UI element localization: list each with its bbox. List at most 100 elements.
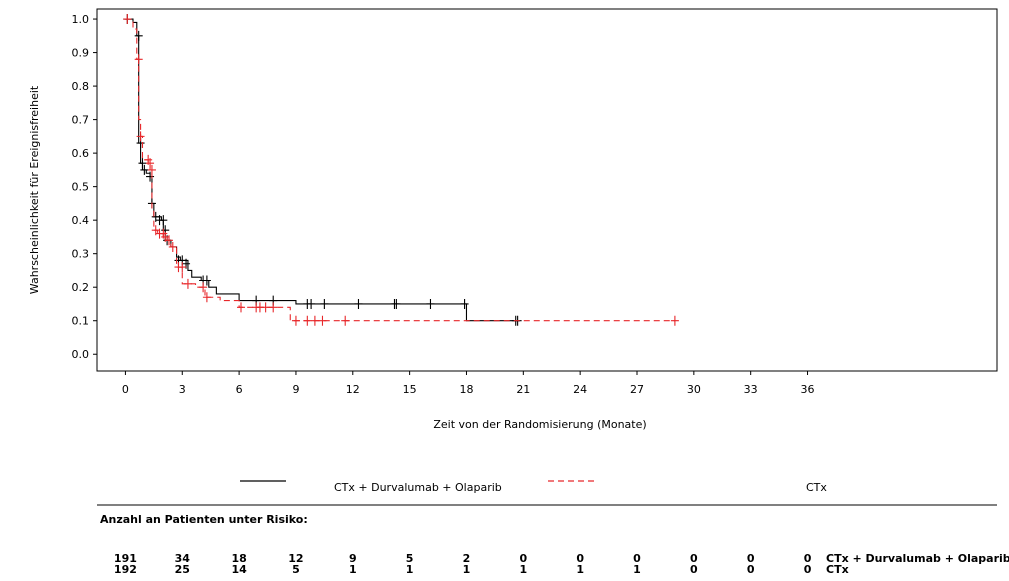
at-risk-row-label: CTx — [826, 563, 849, 576]
at-risk-count: 192 — [114, 563, 137, 576]
y-tick-label: 1.0 — [72, 13, 90, 26]
at-risk-count: 1 — [406, 563, 414, 576]
series-1-step-line — [125, 18, 520, 322]
censor-mark — [146, 158, 155, 169]
at-risk-count: 1 — [349, 563, 357, 576]
at-risk-count: 0 — [747, 552, 755, 565]
censor-mark — [310, 315, 319, 326]
at-risk-count: 1 — [519, 563, 527, 576]
censor-mark — [178, 262, 187, 273]
y-axis: 0.0 0.1 0.2 0.3 0.4 0.5 0.6 0.7 0.8 0.9 1.0 — [72, 13, 97, 361]
censor-mark — [460, 298, 469, 309]
x-tick-label: 15 — [403, 383, 417, 396]
censor-mark — [123, 14, 132, 25]
at-risk-count: 191 — [114, 552, 137, 565]
at-risk-count: 5 — [292, 563, 300, 576]
legend-label-series-2: CTx — [806, 481, 827, 494]
at-risk-count: 0 — [633, 552, 641, 565]
x-axis: 0 3 6 9 12 15 18 21 24 27 30 33 36 — [122, 371, 815, 396]
y-tick-label: 0.0 — [72, 348, 90, 361]
x-tick-label: 30 — [687, 383, 701, 396]
plot-frame — [96, 8, 998, 372]
at-risk-count: 34 — [175, 552, 191, 565]
x-axis-title: Zeit von der Randomisierung (Monate) — [433, 418, 646, 431]
at-risk-count: 12 — [288, 552, 303, 565]
censor-mark — [261, 302, 270, 313]
censor-mark — [134, 54, 143, 65]
censor-mark — [269, 302, 278, 313]
censor-mark — [168, 241, 177, 252]
censor-mark — [136, 131, 145, 142]
at-risk-count: 0 — [690, 552, 698, 565]
at-risk-count: 0 — [690, 563, 698, 576]
legend: CTx + Durvalumab + Olaparib CTx — [240, 480, 827, 494]
censor-mark — [291, 315, 300, 326]
censor-mark — [183, 278, 192, 289]
censor-mark — [146, 171, 155, 182]
y-tick-label: 0.4 — [72, 214, 90, 227]
at-risk-count: 0 — [804, 563, 812, 576]
at-risk-count: 0 — [576, 552, 584, 565]
x-tick-label: 24 — [573, 383, 587, 396]
x-tick-label: 36 — [801, 383, 815, 396]
risk-table: 191 34 18 12 9 5 2 0 0 0 0 0 0 CTx + Durvalumab + Ola… — [114, 552, 1009, 576]
y-tick-label: 0.3 — [72, 248, 90, 261]
censor-mark — [307, 298, 316, 309]
censor-mark — [320, 298, 329, 309]
censor-mark — [426, 298, 435, 309]
censor-mark — [318, 315, 327, 326]
censor-mark — [303, 315, 312, 326]
series-2-group — [123, 14, 679, 326]
x-tick-label: 27 — [630, 383, 644, 396]
x-tick-label: 0 — [122, 383, 129, 396]
censor-mark — [202, 292, 211, 303]
x-tick-label: 3 — [179, 383, 186, 396]
x-tick-label: 33 — [744, 383, 758, 396]
censor-mark — [354, 298, 363, 309]
censor-mark — [138, 158, 147, 169]
censor-mark — [159, 215, 168, 226]
y-tick-label: 0.2 — [72, 281, 90, 294]
at-risk-count: 18 — [231, 552, 246, 565]
censor-mark — [140, 164, 149, 175]
y-axis-title: Wahrscheinlichkeit für Ereignisfreiheit — [28, 85, 41, 294]
at-risk-count: 1 — [633, 563, 641, 576]
x-tick-label: 12 — [346, 383, 360, 396]
y-tick-label: 0.8 — [72, 80, 90, 93]
series-2-step-line — [125, 18, 675, 322]
risk-table-title: Anzahl an Patienten unter Risiko: — [100, 513, 308, 526]
y-tick-label: 0.1 — [72, 315, 90, 328]
at-risk-count: 9 — [349, 552, 357, 565]
legend-label-series-1: CTx + Durvalumab + Olaparib — [334, 481, 502, 494]
y-tick-label: 0.9 — [72, 47, 90, 60]
censor-mark — [134, 30, 143, 41]
at-risk-count: 0 — [804, 552, 812, 565]
x-tick-label: 9 — [292, 383, 299, 396]
x-tick-label: 21 — [516, 383, 530, 396]
at-risk-row-label: CTx + Durvalumab + Olaparib — [826, 552, 1009, 565]
censor-mark — [165, 235, 173, 246]
at-risk-count: 5 — [406, 552, 414, 565]
censor-mark — [392, 298, 401, 309]
y-tick-label: 0.5 — [72, 181, 90, 194]
censor-mark — [237, 302, 245, 313]
at-risk-count: 1 — [463, 563, 471, 576]
censor-mark — [202, 275, 211, 286]
y-tick-label: 0.6 — [72, 147, 90, 160]
survival-curves — [123, 14, 679, 326]
censor-mark — [341, 315, 350, 326]
at-risk-count: 1 — [576, 563, 584, 576]
series-1-group — [123, 14, 522, 326]
x-tick-label: 6 — [236, 383, 243, 396]
at-risk-count: 25 — [175, 563, 190, 576]
at-risk-count: 14 — [231, 563, 247, 576]
at-risk-count: 2 — [463, 552, 471, 565]
at-risk-count: 0 — [519, 552, 527, 565]
censor-mark — [199, 282, 208, 293]
at-risk-count: 0 — [747, 563, 755, 576]
censor-mark — [670, 315, 679, 326]
x-tick-label: 18 — [459, 383, 473, 396]
y-tick-label: 0.7 — [72, 114, 90, 127]
censor-mark — [147, 164, 156, 175]
